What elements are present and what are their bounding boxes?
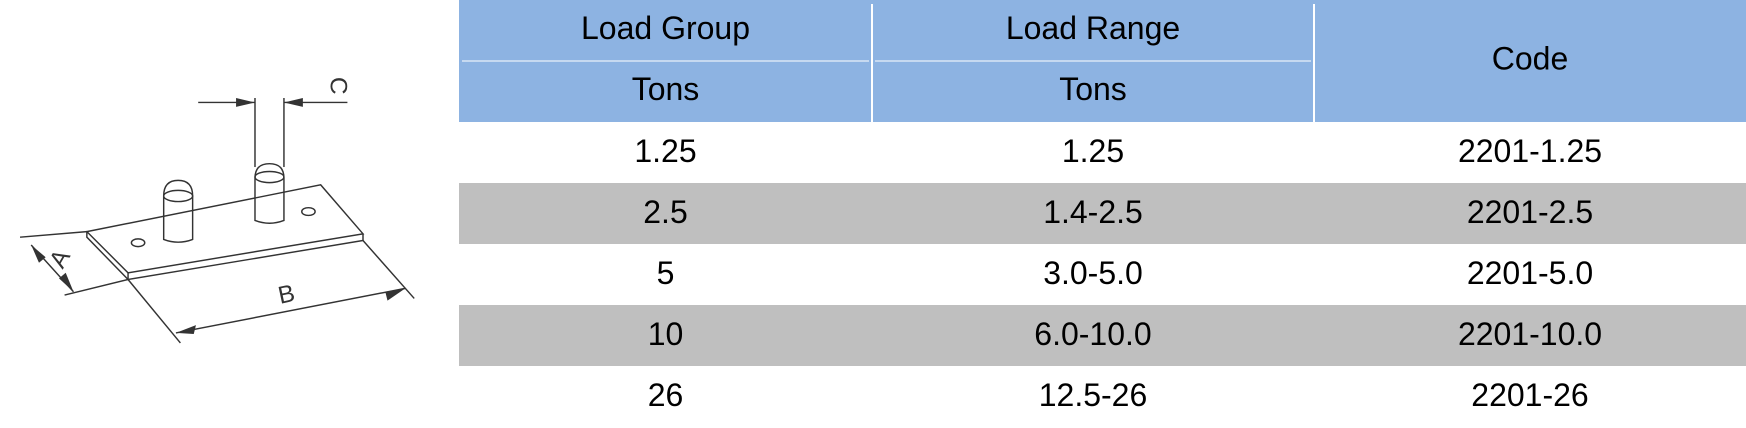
arrow — [31, 244, 46, 263]
header-cell: Tons — [632, 71, 700, 107]
pin-top — [162, 189, 194, 203]
arrow — [385, 288, 406, 301]
table-cell: 5 — [657, 255, 675, 291]
table-cell: 10 — [648, 316, 684, 352]
dim-label: C — [325, 77, 352, 95]
table-cell: 12.5-26 — [1039, 377, 1148, 413]
dim-line — [362, 240, 415, 299]
table: Load Group Tons Load Range Tons Code 1.25 1.25… — [459, 0, 1746, 413]
plate-top — [85, 184, 365, 274]
table-cell: 2201-5.0 — [1467, 255, 1593, 291]
table-cell: 3.0-5.0 — [1043, 255, 1143, 291]
header-cell: Tons — [1059, 71, 1127, 107]
row-bg — [459, 305, 1746, 366]
dim-line — [64, 278, 129, 296]
table-cell: 6.0-10.0 — [1034, 316, 1151, 352]
dim-label: A — [44, 244, 76, 272]
table-cell: 1.4-2.5 — [1043, 194, 1143, 230]
pin-top — [254, 170, 285, 184]
table-cell: 2201-2.5 — [1467, 194, 1593, 230]
dim-line — [127, 279, 181, 344]
pin — [162, 179, 194, 243]
hole — [301, 206, 316, 217]
dim-line — [175, 287, 406, 334]
dim-line — [19, 230, 87, 238]
pin — [254, 162, 285, 224]
arrow — [236, 97, 255, 107]
dim-label: B — [276, 280, 298, 310]
table-cell: 2201-10.0 — [1458, 316, 1602, 352]
hole — [130, 238, 146, 248]
arrow — [175, 325, 196, 335]
table-cell: 2.5 — [643, 194, 687, 230]
arrow — [283, 97, 303, 107]
plate-drawing: C A B — [19, 77, 415, 344]
arrow — [59, 272, 74, 292]
table-cell: 1.25 — [634, 133, 696, 169]
table-cell: 26 — [648, 377, 684, 413]
table-cell: 1.25 — [1062, 133, 1124, 169]
header-cell: Code — [1492, 40, 1569, 76]
table-cell: 2201-26 — [1471, 377, 1588, 413]
header-cell: Load Group — [581, 10, 750, 46]
row-bg — [459, 183, 1746, 244]
header-cell: Load Range — [1006, 10, 1180, 46]
table-cell: 2201-1.25 — [1458, 133, 1602, 169]
